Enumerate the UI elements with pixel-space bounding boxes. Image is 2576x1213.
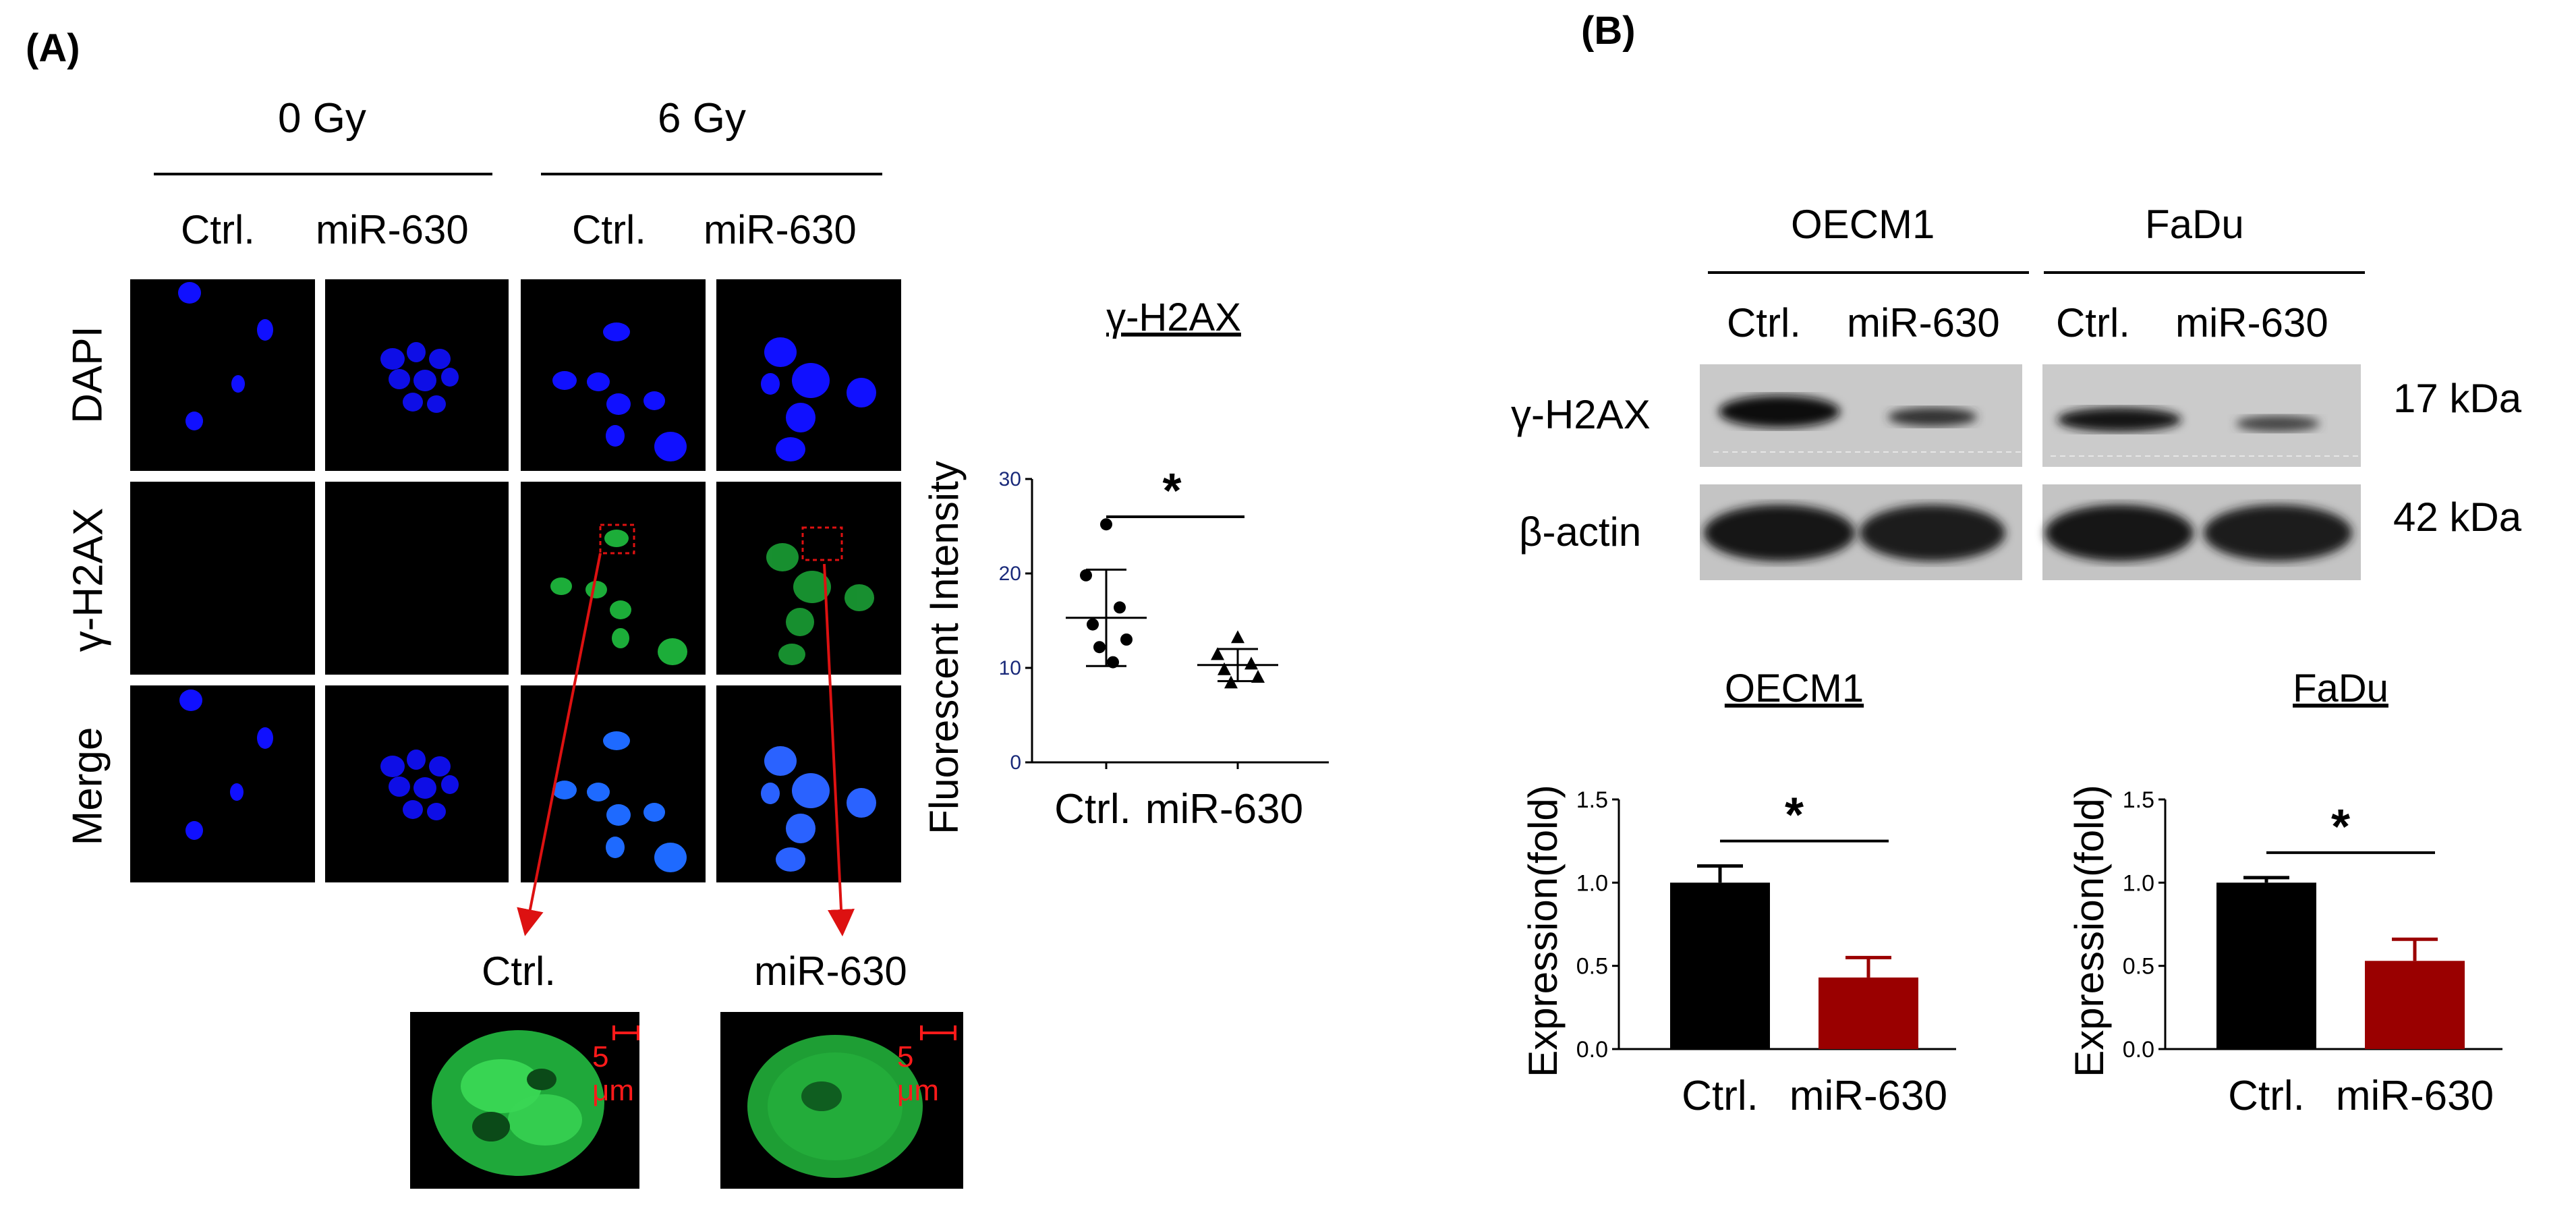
image-dapi-6gy-mir630: [716, 279, 901, 471]
cell-line-divider-fadu: [2044, 271, 2365, 274]
scatter-point: [1114, 601, 1126, 614]
zoom-label-ctrl: Ctrl.: [482, 949, 556, 994]
bar-significance-star: *: [1785, 789, 1804, 843]
scale-bar-label-mir630: 5 μm: [897, 1040, 940, 1107]
blot-condition-fadu-ctrl: Ctrl.: [2056, 300, 2130, 345]
scatter-x-tick-label: Ctrl.: [1054, 786, 1131, 833]
dose-header-0gy: 0 Gy: [278, 95, 366, 142]
condition-label-0gy-ctrl: Ctrl.: [181, 207, 255, 252]
bar-chart-fadu: FaDu Expression(fold) 0.0 0.5 1.0 1.5 Ctrl. miR…: [2067, 667, 2502, 1119]
scatter-significance-star: *: [1162, 464, 1181, 518]
blot-row-label-h2ax: γ-H2AX: [1511, 392, 1651, 437]
band-actin-fadu-ctrl: [2045, 505, 2194, 561]
image-h2ax-0gy-ctrl: [130, 482, 315, 675]
bar-x-tick-label: miR-630: [1790, 1073, 1947, 1119]
bar-y-tick-label: 0.0: [1576, 1037, 1608, 1063]
scatter-y-tick-label: 0: [1010, 752, 1021, 774]
image-merge-6gy-ctrl: [521, 685, 706, 882]
image-h2ax-6gy-ctrl: [521, 482, 706, 675]
zoom-arrows: [517, 553, 855, 936]
bar-y-tick-label: 0.5: [2123, 954, 2154, 980]
scatter-point: [1100, 518, 1112, 531]
bar-x-tick-label: miR-630: [2336, 1073, 2494, 1119]
band-actin-fadu-mir630: [2204, 505, 2352, 561]
band-h2ax-fadu-ctrl: [2057, 407, 2181, 432]
mw-label-17kda: 17 kDa: [2393, 376, 2522, 421]
condition-label-6gy-ctrl: Ctrl.: [572, 207, 646, 252]
blot-row-label-actin: β-actin: [1519, 509, 1642, 555]
band-h2ax-fadu-mir630: [2236, 416, 2320, 432]
blot-condition-fadu-mir630: miR-630: [2175, 300, 2328, 345]
bar-chart-oecm1: OECM1 Expression(fold) 0.0 0.5 1.0 1.5 Ctrl. mi…: [1520, 667, 1956, 1119]
bar-chart-title: OECM1: [1725, 667, 1864, 710]
bar-y-tick-label: 0.0: [2123, 1037, 2154, 1063]
cell-line-label-fadu: FaDu: [2145, 202, 2244, 247]
blot-condition-oecm1-ctrl: Ctrl.: [1727, 300, 1801, 345]
scatter-point: [1093, 641, 1106, 654]
zoom-arrow-ctrl: [517, 553, 602, 936]
scatter-y-axis-title: Fluorescent Intensity: [921, 461, 967, 835]
bar: [2216, 882, 2316, 1049]
blot-condition-oecm1-mir630: miR-630: [1847, 300, 2000, 345]
image-merge-0gy-mir630: [325, 685, 509, 882]
bar-y-tick-label: 0.5: [1576, 954, 1608, 980]
scatter-chart: γ-H2AX Fluorescent Intensity 0 10 20 30 Ctrl. m…: [921, 295, 1329, 835]
scatter-y-tick-label: 10: [999, 657, 1021, 679]
cell-line-divider-oecm1: [1708, 271, 2029, 274]
image-h2ax-6gy-mir630: [716, 482, 901, 675]
scatter-point: [1244, 656, 1258, 670]
bar: [1670, 882, 1770, 1049]
bar-y-tick-label: 1.0: [1576, 870, 1608, 896]
bar-y-axis-title: Expression(fold): [1520, 785, 1566, 1077]
bar-y-tick-label: 1.5: [2123, 787, 2154, 813]
bar-significance-star: *: [2331, 800, 2350, 854]
bar-y-axis-title: Expression(fold): [2067, 785, 2112, 1077]
scatter-point: [1120, 633, 1133, 646]
condition-label-6gy-mir630: miR-630: [704, 207, 857, 252]
scatter-point: [1251, 670, 1265, 683]
bar-y-tick-label: 1.5: [1576, 787, 1608, 813]
image-merge-6gy-mir630: [716, 685, 901, 882]
band-actin-oecm1-mir630: [1860, 505, 2005, 561]
scatter-point: [1087, 618, 1099, 631]
scatter-point: [1231, 630, 1244, 644]
dose-divider-6gy: [541, 173, 882, 175]
bar-chart-title: FaDu: [2293, 667, 2388, 710]
scatter-point: [1080, 569, 1092, 582]
band-h2ax-oecm1-ctrl: [1719, 395, 1840, 428]
scatter-x-tick-label: miR-630: [1145, 786, 1303, 833]
mw-label-42kda: 42 kDa: [2393, 495, 2522, 540]
scatter-y-tick-label: 20: [999, 563, 1021, 585]
scatter-point: [1211, 647, 1224, 660]
scatter-point: [1218, 662, 1231, 675]
panel-a-label: (A): [26, 26, 80, 70]
dose-header-6gy: 6 Gy: [658, 95, 746, 142]
scale-bar-label-ctrl: 5 μm: [592, 1040, 635, 1107]
image-dapi-0gy-ctrl: [130, 279, 315, 471]
condition-label-0gy-mir630: miR-630: [316, 207, 469, 252]
image-h2ax-0gy-mir630: [325, 482, 509, 675]
band-h2ax-oecm1-mir630: [1888, 407, 1977, 426]
scatter-title: γ-H2AX: [1106, 295, 1241, 339]
bar-y-tick-label: 1.0: [2123, 870, 2154, 896]
dose-divider-0gy: [154, 173, 492, 175]
zoom-arrow-mir630: [823, 563, 855, 936]
western-blot: [1700, 364, 2361, 580]
bar-x-tick-label: Ctrl.: [1682, 1073, 1758, 1119]
cell-line-label-oecm1: OECM1: [1791, 202, 1935, 247]
panel-b-label: (B): [1581, 9, 1636, 53]
scatter-y-tick-label: 30: [999, 468, 1021, 490]
zoom-image-ctrl: 5 μm: [410, 1012, 639, 1189]
bar: [2365, 961, 2465, 1049]
zoom-label-mir630: miR-630: [754, 949, 907, 994]
image-merge-0gy-ctrl: [130, 685, 315, 882]
image-dapi-0gy-mir630: [325, 279, 509, 471]
bar-x-tick-label: Ctrl.: [2228, 1073, 2305, 1119]
band-actin-oecm1-ctrl: [1704, 505, 1855, 561]
image-dapi-6gy-ctrl: [521, 279, 706, 471]
bar: [1819, 977, 1918, 1049]
zoom-image-mir630: 5 μm: [720, 1012, 963, 1189]
